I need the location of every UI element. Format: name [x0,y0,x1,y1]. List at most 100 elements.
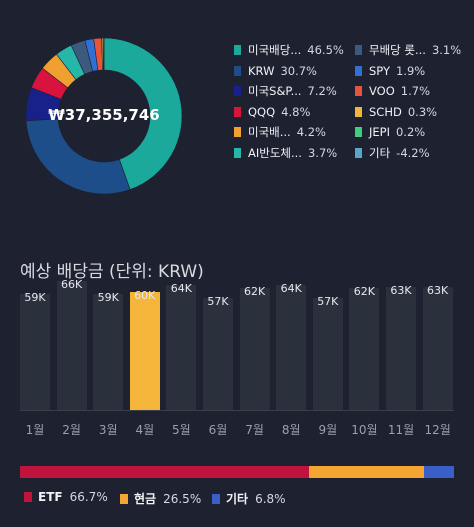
legend-percent: 7.2% [307,84,337,98]
legend-percent: -4.2% [396,145,430,160]
allocation-segment[interactable] [309,466,425,478]
allocation-name: ETF [38,490,63,504]
legend-name: VOO [369,84,395,98]
legend-item[interactable]: VOO 1.7% [355,82,430,100]
allocation-legend-item[interactable]: ETF 66.7% [24,490,108,504]
bar-value-label: 62K [243,285,266,299]
legend-swatch [234,45,241,55]
allocation-segment[interactable] [424,466,454,478]
legend-swatch [234,106,241,117]
dividend-bar[interactable] [349,288,380,410]
legend-percent: 3.7% [307,145,338,160]
legend-name: JEPI [369,125,390,139]
legend-percent: 0.2% [395,125,426,139]
allocation-legend-item[interactable]: 현금 26.5% [120,490,201,507]
legend-name: SCHD [369,104,402,119]
legend-percent: 1.9% [396,63,426,78]
legend-swatch [355,147,362,158]
month-label: 5월 [172,423,191,437]
legend-item[interactable]: JEPI 0.2% [355,123,425,141]
legend-name: 미국배... [248,125,291,139]
bar-value-label: 66K [60,277,83,291]
legend-percent: 3.1% [431,43,462,57]
month-label: 9월 [318,423,338,437]
month-label: 8월 [281,423,301,437]
legend-percent: 4.8% [281,104,311,119]
allocation-swatch [120,493,128,504]
legend-percent: 30.7% [280,63,317,78]
legend-name: 기타 [369,145,391,160]
allocation-percent: 6.8% [255,491,286,506]
allocation-swatch [212,493,220,504]
donut-slice-10[interactable] [102,37,105,71]
legend-swatch [355,45,362,55]
dividend-bar[interactable] [93,294,124,410]
bar-value-label: 57K [207,295,229,309]
legend-swatch [234,127,241,137]
month-label: 6월 [208,423,228,437]
allocation-segment[interactable] [20,466,310,478]
dividend-bar[interactable] [312,298,343,410]
bar-value-label: 63K [390,283,412,297]
legend-item[interactable]: 미국배당... 46.5% [234,41,344,59]
dividend-bar[interactable] [166,284,197,410]
dividend-bar[interactable] [239,288,270,410]
legend-name: 미국S&P... [248,84,302,98]
dividend-bar[interactable] [276,284,307,410]
dividend-bar[interactable] [203,298,233,410]
legend-item[interactable]: 기타 -4.2% [355,144,430,162]
legend-item[interactable]: KRW 30.7% [234,62,317,80]
holdings-donut-chart [25,37,183,195]
month-label: 4월 [135,423,155,437]
donut-slice-0[interactable] [103,37,183,190]
allocation-name: 현금 [134,492,157,506]
legend-item[interactable]: 미국배... 4.2% [234,123,326,141]
legend-item[interactable]: 무배당 롯... 3.1% [355,41,461,59]
legend-swatch [355,65,362,76]
dividend-bar[interactable] [129,292,160,410]
month-label: 1월 [25,423,45,437]
portfolio-total-value: ₩37,355,746 [48,106,160,124]
legend-swatch [234,86,241,96]
dividend-bar[interactable] [20,294,50,410]
legend-percent: 1.7% [400,84,430,98]
month-label: 12월 [424,423,451,437]
dividend-section-title: 예상 배당금 (단위: KRW) [20,262,204,282]
legend-name: 무배당 롯... [369,43,426,57]
month-label: 11월 [387,423,415,437]
legend-percent: 4.2% [296,125,326,139]
donut-slice-1[interactable] [25,118,131,195]
legend-name: AI반도체... [248,145,302,160]
allocation-legend-item[interactable]: 기타 6.8% [212,490,286,507]
legend-name: SPY [369,63,391,78]
legend-name: 미국배당... [248,43,302,57]
legend-percent: 0.3% [407,104,438,119]
dividend-bar[interactable] [386,286,416,410]
dividend-bar[interactable] [422,286,453,410]
dividend-bar[interactable] [56,280,87,410]
month-label: 3월 [98,423,118,437]
month-label: 7월 [245,423,264,437]
legend-percent: 46.5% [307,43,344,57]
legend-item[interactable]: SCHD 0.3% [355,103,437,121]
legend-swatch [355,86,362,96]
legend-item[interactable]: QQQ 4.8% [234,103,310,121]
legend-swatch [234,65,241,76]
bar-value-label: 59K [24,291,46,305]
allocation-percent: 26.5% [163,491,202,506]
bar-value-label: 64K [170,281,192,295]
legend-item[interactable]: 미국S&P... 7.2% [234,82,337,100]
asset-allocation-bar [20,466,454,478]
chart-baseline [20,410,454,411]
bar-value-label: 57K [317,295,339,309]
legend-name: QQQ [248,104,276,119]
allocation-name: 기타 [226,492,249,506]
legend-name: KRW [248,63,275,78]
legend-item[interactable]: SPY 1.9% [355,62,425,80]
month-label: 2월 [62,423,81,437]
bar-value-label: 59K [97,291,119,305]
legend-item[interactable]: AI반도체... 3.7% [234,144,337,162]
bar-value-label: 64K [280,281,302,295]
bar-value-label: 62K [353,285,375,299]
allocation-percent: 66.7% [69,490,108,504]
